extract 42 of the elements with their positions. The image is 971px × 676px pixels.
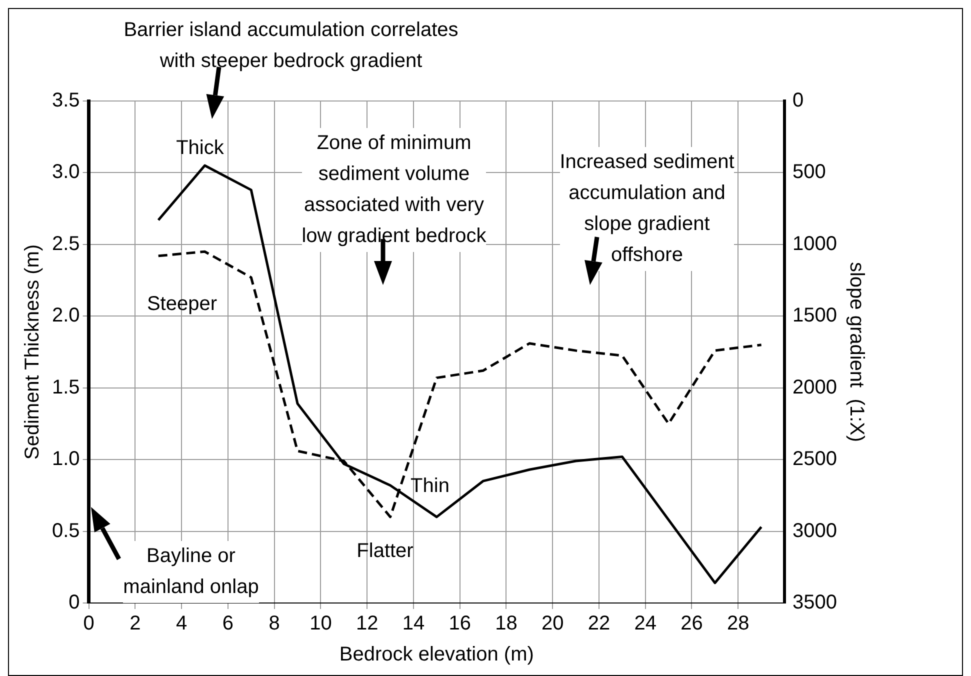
y-tick-label: 0.5 <box>52 520 80 542</box>
x-tick-label: 18 <box>495 612 518 635</box>
y-axis-title: Sediment Thickness (m) <box>22 244 44 460</box>
x-tick-label: 14 <box>402 612 425 635</box>
y-tick-label: 2.0 <box>52 304 80 327</box>
annotation: Increased sediment accumulation and slope gradient offshore <box>560 147 734 271</box>
y2-axis-title: slope gradient (1:X) <box>845 262 868 442</box>
x-tick-label: 6 <box>222 612 234 635</box>
x-tick-label: 10 <box>310 612 332 635</box>
annotation: Steeper <box>146 292 218 317</box>
y2-tick-label: 2500 <box>792 448 838 470</box>
y2-tick-label: 3500 <box>792 592 838 614</box>
x-tick-label: 2 <box>130 612 141 635</box>
x-tick-label: 26 <box>680 612 703 635</box>
y-tick-label: 1.0 <box>52 448 80 470</box>
annotation: Zone of minimum sediment volume associated with very low gradient bedrock <box>302 128 486 252</box>
y-tick-label: 2.5 <box>52 232 80 255</box>
y2-tick-label: 2000 <box>792 376 838 398</box>
y-tick-label: 3.0 <box>52 161 80 184</box>
y2-tick-label: 1500 <box>792 304 838 327</box>
x-tick-label: 20 <box>541 612 564 635</box>
x-tick-label: 12 <box>356 612 378 635</box>
y-tick-label: 1.5 <box>52 376 80 398</box>
y2-tick-label: 3000 <box>792 520 838 542</box>
annotation: Flatter <box>356 539 414 564</box>
x-tick-label: 4 <box>176 612 188 635</box>
text: Barrier island accumulation correlates with steeper bedrock gradient <box>124 18 458 74</box>
y2-tick-label: 500 <box>792 161 826 184</box>
x-tick-label: 0 <box>83 612 94 635</box>
x-axis-title: Bedrock elevation (m) <box>339 644 534 666</box>
x-tick-label: 8 <box>268 612 280 635</box>
x-tick-label: 16 <box>448 612 471 635</box>
x-tick-label: 24 <box>634 612 656 635</box>
y-tick-label: 3.5 <box>52 90 80 112</box>
annotation: Bayline or mainland onlap <box>123 541 259 603</box>
y2-tick-label: 0 <box>792 90 804 112</box>
x-tick-label: 22 <box>588 612 610 635</box>
y2-tick-label: 1000 <box>792 232 838 255</box>
annotation: Thick <box>176 136 224 161</box>
annotation: Thin <box>410 474 450 499</box>
x-tick-label: 28 <box>727 612 750 635</box>
y-tick-label: 0 <box>68 592 80 614</box>
